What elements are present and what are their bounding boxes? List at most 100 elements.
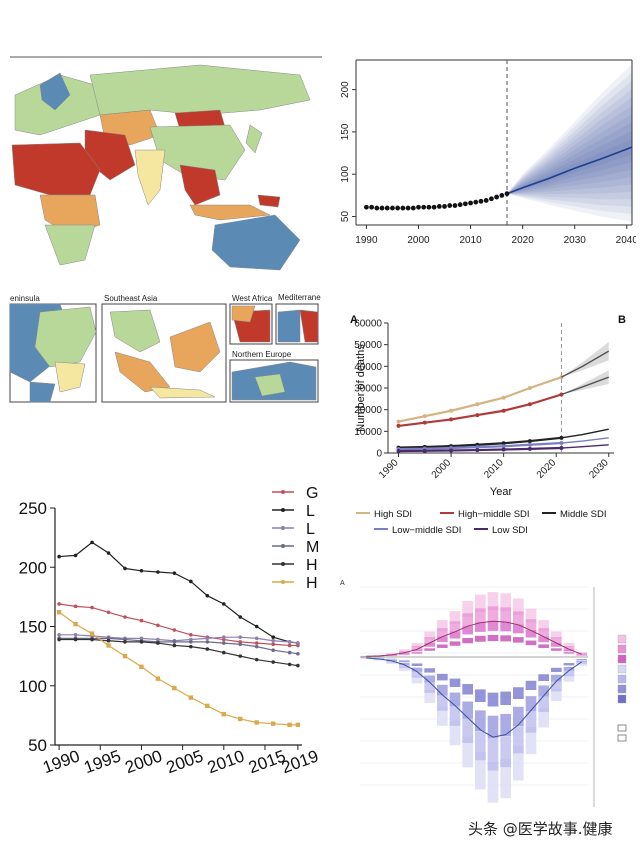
forecast-band-4 [507,97,632,195]
upper-bar-seg [538,628,549,637]
lower-bar-seg [411,667,423,672]
observed-point [384,205,390,211]
x-tick-label: 2000 [430,457,454,481]
series-point-4 [254,657,259,662]
lower-bar-seg [462,684,473,695]
series-point-1 [156,570,160,574]
series-point-2 [221,635,226,639]
lower-bar-seg [437,684,448,696]
series-point-0 [287,643,292,648]
lower-bar-seg [525,711,537,733]
lower-bar-seg [500,691,511,705]
series-point-5 [172,685,177,691]
legend-swatch [617,684,627,694]
x-tick-label: 2020 [512,235,535,246]
lower-bar-seg [475,731,486,761]
map-region-papua [257,194,281,208]
series-point-2 [501,441,506,446]
series-line-2 [59,634,298,644]
series-point-1 [123,566,127,571]
legend-marker-5 [281,580,285,584]
inset-label-northern-europe: Northern Europe [232,350,292,359]
lower-bar-seg [437,706,448,726]
series-point-4 [189,644,193,649]
series-point-0 [123,615,127,619]
upper-bar-seg [449,641,461,646]
upper-bar-seg [576,651,587,654]
upper-bar-seg [399,652,410,654]
observed-point [488,196,494,202]
panel-label: A [340,580,345,587]
lower-bar-seg [411,676,423,684]
upper-bar-seg [462,625,473,635]
rate-trend-chart: 1990 1995 2000 2005 2010 20152019501001502002… [19,485,320,777]
series-point-0 [73,604,78,609]
series-point-4 [123,640,127,644]
sdi-deaths-chart-panel: A B 1990 2000 2010 2020 2030 0 10000 20000 30000 40… [336,305,636,545]
series-point-1 [422,420,427,425]
lower-bar-seg [487,738,499,771]
legend-label-0: G [306,485,318,502]
observed-point [405,205,411,211]
lower-bar-seg [563,670,575,677]
series-point-2 [205,636,210,641]
lower-bar-seg [563,666,575,671]
legend-label-2: Middle SDI [560,509,606,520]
forecast-band-8 [507,130,632,194]
upper-bar-seg [551,637,562,643]
upper-bar-seg [487,620,499,631]
lower-bar-seg [462,718,473,744]
observed-point [473,199,479,205]
lower-bar-seg [538,707,549,728]
lower-bar-seg [538,674,549,681]
series-point-4 [501,447,506,452]
x-tick-label: 1990 [377,457,401,481]
forecast-line-2 [561,428,609,439]
series-point-3 [501,444,506,449]
observed-point [364,204,369,210]
series-point-0 [90,605,94,610]
lower-bar-seg [386,658,397,660]
x-tick-label: 2005 [164,746,206,777]
legend-swatch [617,634,627,644]
series-point-4 [139,640,144,644]
upper-bar-seg [500,607,511,622]
series-point-3 [287,650,292,655]
observed-point [426,204,432,210]
legend-swatch [617,674,627,684]
legend-label-4: H [306,557,318,574]
map-region-japan [245,124,263,154]
series-point-3 [189,640,193,644]
series-point-1 [221,602,226,606]
series-point-5 [188,695,194,700]
series-point-0 [254,641,259,645]
observed-point [379,205,385,211]
forecast-median-line [506,146,633,195]
x-tick-label: 2030 [564,235,587,246]
upper-bar-seg [487,592,499,611]
series-point-4 [172,643,177,648]
x-tick-label: 1990 [355,235,378,246]
observed-point [400,205,406,211]
series-point-4 [73,637,78,642]
forecast-line-0 [561,350,610,378]
observed-point [457,202,463,208]
lower-bar-seg [551,667,562,672]
series-point-1 [449,417,454,422]
series-point-3 [238,642,243,647]
upper-bar-seg [475,622,486,632]
lower-bar-seg [424,690,435,703]
observed-point [390,205,395,211]
series-point-1 [57,554,61,559]
series-point-3 [296,651,300,656]
forecast-band-1 [507,72,632,215]
x-tick-label: 1995 [81,746,123,777]
x-tick-label: 2000 [123,746,165,777]
series-point-2 [254,636,259,641]
y-tick-label: 250 [19,499,47,518]
series-point-0 [271,642,275,647]
lower-bar-seg [386,660,397,663]
series-point-1 [238,615,243,619]
x-tick-label: 2020 [535,457,559,481]
upper-bar-seg [551,648,562,651]
